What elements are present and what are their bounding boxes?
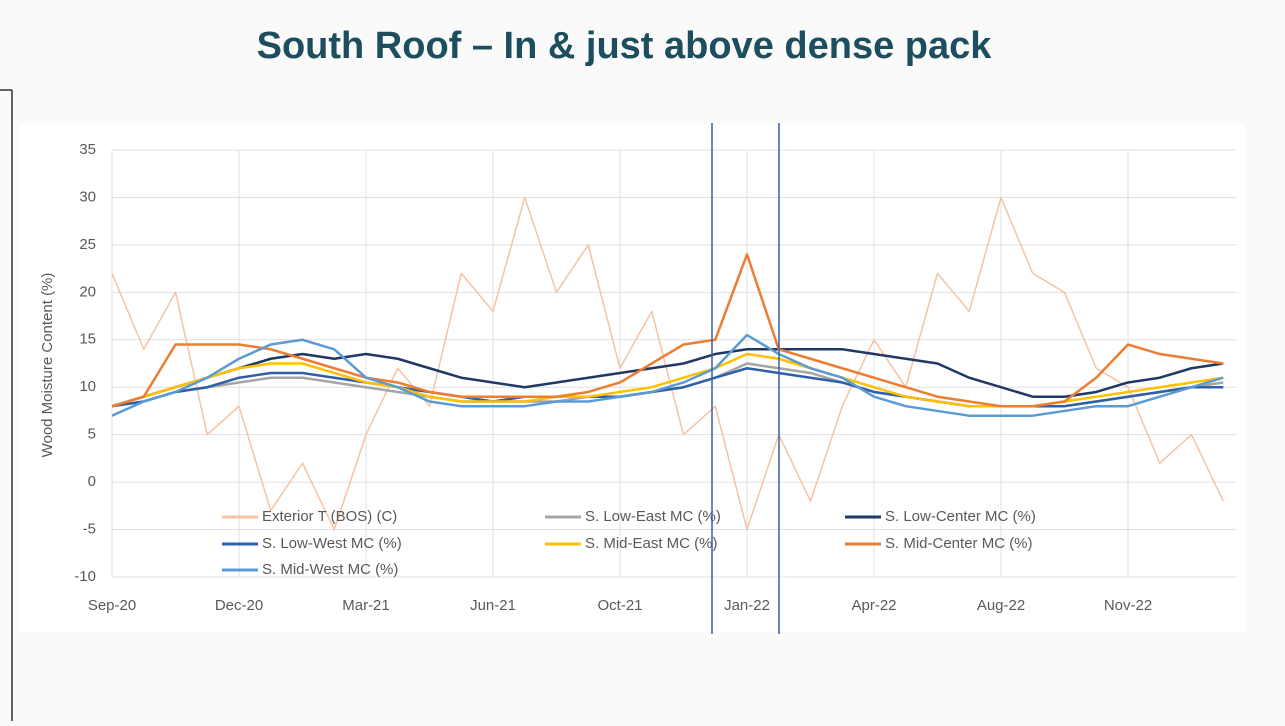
x-tick-label: Oct-21 — [597, 597, 642, 614]
chart-area — [20, 123, 1245, 632]
legend-label: S. Mid-East MC (%) — [585, 535, 718, 552]
y-tick-label: 15 — [79, 331, 96, 348]
y-tick-label: 0 — [88, 473, 96, 490]
x-tick-label: Dec-20 — [215, 597, 263, 614]
y-axis-label: Wood Moisture Content (%) — [39, 273, 56, 458]
y-tick-label: 35 — [79, 141, 96, 158]
y-tick-label: -5 — [83, 521, 96, 538]
series-line — [111, 196, 1224, 531]
legend-label: S. Mid-Center MC (%) — [885, 535, 1033, 552]
series-line — [111, 348, 1224, 408]
chart-title: South Roof – In & just above dense pack — [257, 25, 993, 67]
series-line — [111, 333, 1224, 417]
y-tick-label: 5 — [88, 426, 96, 443]
x-tick-label: Aug-22 — [977, 597, 1025, 614]
legend-label: Exterior T (BOS) (C) — [262, 508, 397, 525]
legend-label: S. Low-Center MC (%) — [885, 508, 1036, 525]
plot: -10 -5 0 5 10 15 20 25 30 35 Sep-20 Dec-20 Mar-21 Jun… — [74, 141, 1237, 614]
y-tick-label: 10 — [79, 378, 96, 395]
x-tick-label: Jan-22 — [724, 597, 770, 614]
x-tick-label: Nov-22 — [1104, 597, 1152, 614]
y-tick-label: 20 — [79, 283, 96, 300]
series-line — [111, 253, 1224, 408]
x-tick-label: Apr-22 — [851, 597, 896, 614]
x-tick-label: Mar-21 — [342, 597, 390, 614]
y-tick-label: 30 — [79, 188, 96, 205]
legend-label: S. Low-West MC (%) — [262, 535, 402, 552]
legend-label: S. Low-East MC (%) — [585, 508, 721, 525]
y-tick-label: -10 — [74, 568, 96, 585]
legend-label: S. Mid-West MC (%) — [262, 561, 398, 578]
y-tick-label: 25 — [79, 236, 96, 253]
x-tick-label: Jun-21 — [470, 597, 516, 614]
x-tick-label: Sep-20 — [88, 597, 136, 614]
